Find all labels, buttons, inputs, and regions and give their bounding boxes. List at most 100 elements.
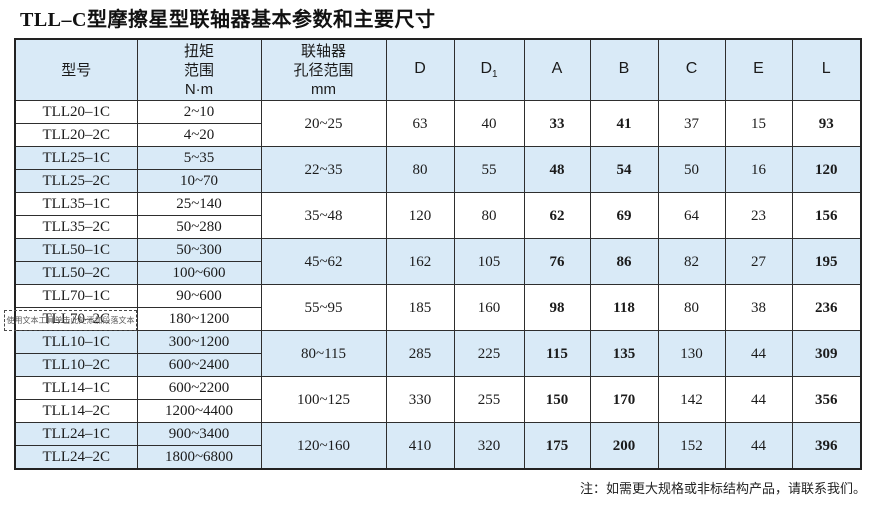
table-row: TLL10–1C 300~1200 80~115 285 225 115 135… — [14, 330, 862, 377]
cell-model: TLL10–2C — [14, 353, 138, 377]
cell-E: 38 — [724, 284, 793, 331]
cell-E: 23 — [724, 192, 793, 239]
cell-B: 54 — [589, 146, 659, 193]
cell-bore: 22~35 — [260, 146, 387, 193]
cell-D: 120 — [385, 192, 455, 239]
spec-table: 型号 扭矩 范围 N·m 联轴器 孔径范围 mm D D1 A B C E L — [14, 38, 862, 470]
cell-B: 118 — [589, 284, 659, 331]
cell-A: 33 — [523, 100, 591, 147]
table-row: TLL50–1C 50~300 45~62 162 105 76 86 82 2… — [14, 238, 862, 285]
cell-A: 48 — [523, 146, 591, 193]
cell-D1: 105 — [453, 238, 525, 285]
cell-C: 50 — [657, 146, 726, 193]
cell-model: TLL50–1C — [14, 238, 138, 262]
cell-E: 44 — [724, 422, 793, 470]
cell-bore: 80~115 — [260, 330, 387, 377]
table-row: TLL14–2C 1200~4400 — [14, 399, 861, 423]
cell-D1: 160 — [453, 284, 525, 331]
cell-B: 200 — [589, 422, 659, 470]
cell-bore: 20~25 — [260, 100, 387, 147]
footer-note: 注：如需更大规格或非标结构产品，请联系我们。 — [579, 481, 866, 496]
cell-C: 37 — [657, 100, 726, 147]
cell-torque: 2~10 — [136, 100, 262, 124]
cell-A: 62 — [523, 192, 591, 239]
cell-A: 76 — [523, 238, 591, 285]
cell-torque: 180~1200 — [136, 307, 262, 331]
cell-B: 170 — [589, 376, 659, 423]
cell-D1: 40 — [453, 100, 525, 147]
table-row: TLL70–2C 180~1200 — [14, 307, 861, 331]
cell-C: 152 — [657, 422, 726, 470]
cell-L: 396 — [791, 422, 862, 470]
col-header-torque: 扭矩 范围 N·m — [136, 38, 262, 101]
table-row: TLL35–1C 25~140 35~48 120 80 62 69 64 23… — [14, 192, 862, 239]
cell-torque: 900~3400 — [136, 422, 262, 446]
cell-C: 80 — [657, 284, 726, 331]
cell-A: 175 — [523, 422, 591, 470]
col-header-D1: D1 — [453, 38, 525, 101]
table-row: TLL50–2C 100~600 — [14, 261, 861, 285]
col-header-bore: 联轴器 孔径范围 mm — [260, 38, 387, 101]
cell-bore: 100~125 — [260, 376, 387, 423]
cell-torque: 4~20 — [136, 123, 262, 147]
cell-D: 63 — [385, 100, 455, 147]
cell-model: TLL70–2C — [14, 307, 138, 331]
cell-model: TLL35–1C — [14, 192, 138, 216]
cell-L: 195 — [791, 238, 862, 285]
cell-bore: 45~62 — [260, 238, 387, 285]
cell-model: TLL14–1C — [14, 376, 138, 400]
col-header-model: 型号 — [14, 38, 138, 101]
cell-B: 41 — [589, 100, 659, 147]
cell-A: 150 — [523, 376, 591, 423]
cell-bore: 55~95 — [260, 284, 387, 331]
cell-B: 69 — [589, 192, 659, 239]
cell-D1: 320 — [453, 422, 525, 470]
page-title: TLL–C型摩擦星型联轴器基本参数和主要尺寸 — [20, 9, 436, 31]
cell-D1: 255 — [453, 376, 525, 423]
col-header-B: B — [589, 38, 659, 101]
cell-torque: 600~2400 — [136, 353, 262, 377]
col-header-C: C — [657, 38, 726, 101]
cell-model: TLL14–2C — [14, 399, 138, 423]
cell-model: TLL70–1C — [14, 284, 138, 308]
cell-A: 98 — [523, 284, 591, 331]
cell-torque: 1800~6800 — [136, 445, 262, 470]
cell-E: 44 — [724, 330, 793, 377]
cell-D: 330 — [385, 376, 455, 423]
cell-L: 236 — [791, 284, 862, 331]
cell-L: 120 — [791, 146, 862, 193]
cell-torque: 1200~4400 — [136, 399, 262, 423]
table-row: TLL20–1C 2~10 20~25 63 40 33 41 37 15 93 — [14, 100, 862, 147]
cell-model: TLL20–2C — [14, 123, 138, 147]
table-row: TLL25–1C 5~35 22~35 80 55 48 54 50 16 12… — [14, 146, 862, 193]
cell-torque: 90~600 — [136, 284, 262, 308]
cell-torque: 25~140 — [136, 192, 262, 216]
cell-model: TLL25–1C — [14, 146, 138, 170]
cell-model: TLL10–1C — [14, 330, 138, 354]
table-row: TLL14–1C 600~2200 100~125 330 255 150 17… — [14, 376, 862, 423]
cell-model: TLL35–2C — [14, 215, 138, 239]
cell-D1: 225 — [453, 330, 525, 377]
cell-torque: 10~70 — [136, 169, 262, 193]
cell-torque: 600~2200 — [136, 376, 262, 400]
cell-D1: 55 — [453, 146, 525, 193]
table-row: TLL70–1C 90~600 55~95 185 160 98 118 80 … — [14, 284, 862, 331]
placeholder-text-box: 使用文本工具单击此处添加段落文本 — [4, 310, 137, 331]
table-header-row: 型号 扭矩 范围 N·m 联轴器 孔径范围 mm D D1 A B C E L — [14, 38, 862, 101]
cell-torque: 5~35 — [136, 146, 262, 170]
col-header-A: A — [523, 38, 591, 101]
cell-model: TLL24–1C — [14, 422, 138, 446]
cell-C: 142 — [657, 376, 726, 423]
cell-L: 356 — [791, 376, 862, 423]
cell-C: 130 — [657, 330, 726, 377]
cell-E: 44 — [724, 376, 793, 423]
cell-D: 162 — [385, 238, 455, 285]
col-header-D: D — [385, 38, 455, 101]
table-row: TLL24–2C 1800~6800 — [14, 445, 861, 470]
cell-B: 135 — [589, 330, 659, 377]
cell-A: 115 — [523, 330, 591, 377]
cell-torque: 300~1200 — [136, 330, 262, 354]
cell-E: 16 — [724, 146, 793, 193]
cell-torque: 50~280 — [136, 215, 262, 239]
